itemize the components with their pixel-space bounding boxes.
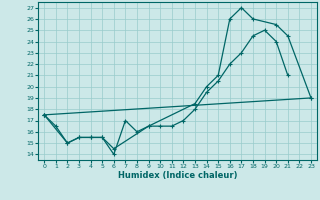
X-axis label: Humidex (Indice chaleur): Humidex (Indice chaleur): [118, 171, 237, 180]
